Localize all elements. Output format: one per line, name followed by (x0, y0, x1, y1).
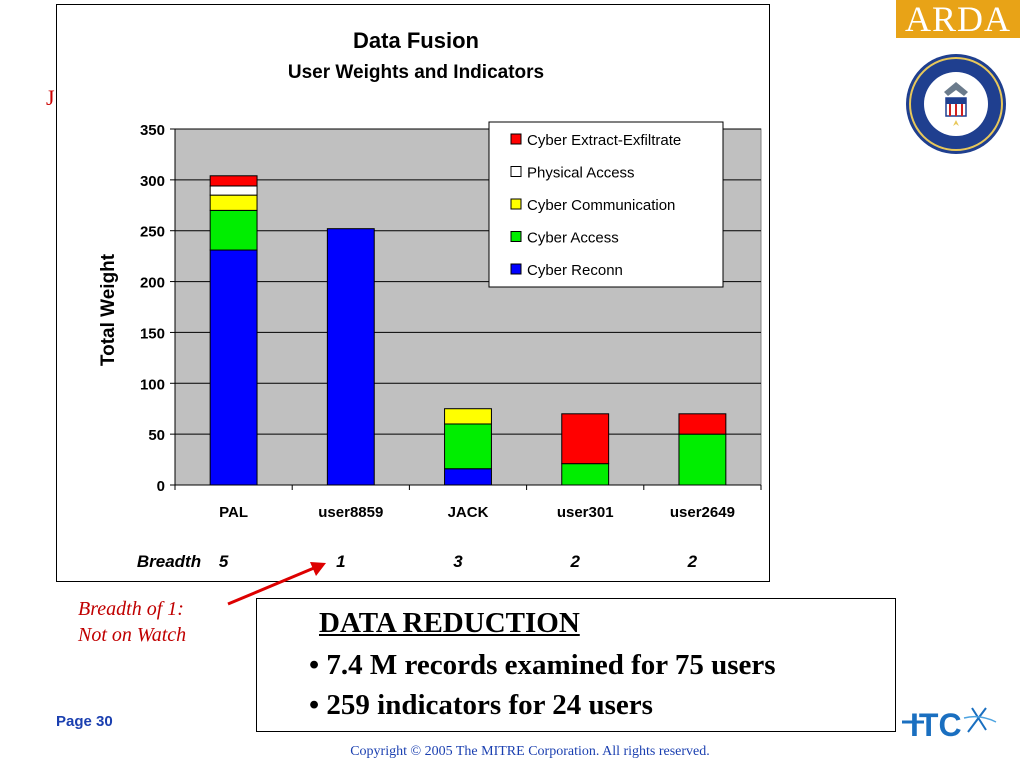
legend-swatch (510, 133, 522, 145)
chart-subtitle: User Weights and Indicators (288, 62, 544, 83)
chart-frame: Data Fusion User Weights and Indicators … (56, 4, 770, 582)
y-tick-label: 0 (157, 478, 165, 495)
bar-segment-cyber-access (209, 209, 258, 251)
stacked-bar-chart: Data Fusion User Weights and Indicators … (98, 28, 762, 571)
bar-segment-cyber-extract-exfiltrate (561, 413, 610, 465)
chart-title: Data Fusion (353, 28, 479, 53)
x-tick-label: user301 (557, 504, 614, 521)
itc-logo-text: ITC (910, 707, 962, 742)
legend-box (488, 121, 724, 288)
truncated-title-mark: J (46, 85, 55, 110)
y-axis-label: Total Weight (98, 253, 119, 366)
bar-segment-cyber-access (444, 423, 492, 470)
legend-label: Cyber Reconn (527, 262, 623, 279)
bar-segment-cyber-extract-exfiltrate (678, 413, 727, 435)
agency-seal-icon (906, 54, 1006, 154)
page-number: Page 30 (56, 713, 113, 730)
breadth-value: 5 (219, 552, 229, 571)
legend-swatch (510, 231, 522, 242)
bar-segment-cyber-extract-exfiltrate (209, 175, 258, 187)
breadth-value: 2 (687, 552, 698, 571)
y-tick-label: 300 (140, 173, 165, 190)
bar-segment-cyber-reconn (444, 468, 492, 486)
legend-swatch (510, 198, 522, 210)
legend-label: Physical Access (527, 165, 635, 182)
y-tick-label: 150 (140, 325, 165, 342)
y-tick-label: 200 (140, 275, 165, 292)
y-tick-label: 250 (140, 224, 165, 241)
annotation-line-2: Not on Watch (78, 624, 187, 646)
x-tick-label: JACK (448, 504, 489, 521)
y-tick-label: 50 (148, 427, 165, 444)
annotation-line-1: Breadth of 1: (78, 598, 184, 620)
breadth-value: 2 (569, 552, 580, 571)
copyright-notice: Copyright © 2005 The MITRE Corporation. … (350, 744, 710, 759)
records-bullet: • 7.4 M records examined for 75 users (309, 649, 776, 681)
data-reduction-box: DATA REDUCTION • 7.4 M records examined … (256, 598, 896, 732)
bar-segment-cyber-access (678, 433, 727, 486)
data-reduction-title: DATA REDUCTION (319, 607, 580, 639)
legend-swatch (510, 263, 522, 275)
bar-segment-physical-access (209, 185, 258, 196)
bar-segment-cyber-access (561, 463, 610, 486)
itc-logo: ITC (902, 707, 997, 742)
legend-label: Cyber Access (527, 230, 619, 247)
y-tick-label: 350 (140, 122, 165, 139)
breadth-label: Breadth (137, 552, 201, 571)
bar-segment-cyber-communication (444, 408, 492, 425)
breadth-value: 3 (453, 552, 463, 571)
legend-label: Cyber Communication (527, 197, 675, 214)
bar-segment-cyber-reconn (326, 228, 375, 486)
y-tick-label: 100 (140, 376, 165, 393)
bar-segment-cyber-communication (209, 194, 258, 211)
indicators-bullet: • 259 indicators for 24 users (309, 689, 653, 721)
x-tick-label: user8859 (318, 504, 383, 521)
legend-label: Cyber Extract-Exfiltrate (527, 132, 681, 149)
bar-segment-cyber-reconn (209, 249, 258, 486)
arda-logo: ARDA (896, 0, 1020, 38)
x-tick-label: user2649 (670, 504, 735, 521)
breadth-value: 1 (336, 552, 345, 571)
legend-swatch (510, 166, 522, 177)
breadth-annotation: Breadth of 1: Not on Watch (78, 596, 186, 648)
x-tick-label: PAL (219, 504, 248, 521)
